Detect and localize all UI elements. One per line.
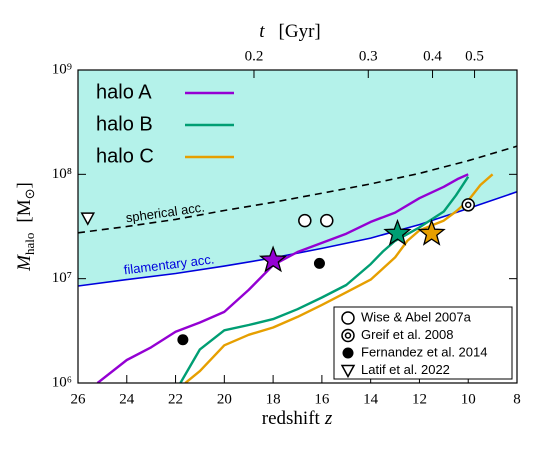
x-axis-label: redshift z [262, 408, 333, 429]
obs-marker [461, 198, 475, 212]
y-axis-unit-sub: ⊙ [22, 188, 37, 199]
obs-marker [342, 347, 354, 359]
x-tick-label: 24 [119, 391, 135, 407]
x2-axis-unit: [Gyr] [279, 21, 321, 42]
legend-label: Greif et al. 2008 [361, 327, 454, 342]
legend-label: Fernandez et al. 2014 [361, 344, 487, 359]
obs-ring [464, 201, 472, 209]
x2-axis-label: t [Gyr] [259, 21, 320, 42]
y-axis-symbol: M [14, 254, 35, 272]
star-marker [258, 245, 288, 273]
halo-line [179, 176, 470, 383]
x2-tick-label: 0.4 [423, 48, 442, 64]
x-tick-label: 18 [266, 391, 281, 407]
x-tick-label: 16 [314, 391, 330, 407]
y-tick-label: 10⁶ [52, 374, 72, 390]
legend-label: Latif et al. 2022 [361, 362, 450, 377]
y-axis-unit: [M [14, 199, 35, 222]
halo-line [96, 173, 469, 383]
obs-marker [80, 212, 96, 226]
x2-axis-symbol: t [259, 21, 265, 42]
obs-ring [344, 332, 352, 339]
legend-label: halo C [96, 145, 154, 167]
x2-tick-label: 0.2 [245, 48, 264, 64]
axes-layer: spherical acc.filamentary acc.26 24 22 20 18… [14, 21, 520, 429]
legend-label: halo B [96, 113, 153, 135]
obs-marker [341, 328, 355, 343]
y-tick-label: 10⁸ [52, 166, 72, 182]
y-tick-label: 10⁷ [52, 270, 72, 286]
obs-ring [461, 198, 475, 212]
y-axis-unit: ] [14, 182, 35, 188]
legend-label: halo A [96, 81, 152, 103]
x2-tick-label: 0.3 [359, 48, 378, 64]
x-tick-label: 14 [363, 391, 379, 407]
obs-marker [341, 311, 355, 325]
x-tick-label: 8 [513, 391, 521, 407]
y-axis-label: Mhalo [M⊙] [14, 182, 37, 272]
x-tick-label: 26 [71, 391, 87, 407]
plot-layer [78, 145, 517, 383]
plot-frame [77, 69, 518, 384]
star-marker [383, 218, 412, 246]
obs-marker [320, 213, 334, 228]
x-axis-symbol: z [324, 408, 333, 429]
x-tick-label: 10 [461, 391, 476, 407]
legend-label: Wise & Abel 2007a [361, 309, 472, 324]
obs-marker [313, 257, 325, 269]
y-axis-subscript: halo [22, 233, 37, 255]
x-axis-text: redshift [262, 408, 321, 429]
obs-ring [341, 328, 355, 343]
halo-line [184, 173, 494, 383]
x2-tick-label: 0.5 [465, 48, 484, 64]
legend-box [333, 306, 513, 380]
obs-marker [298, 213, 312, 228]
y-tick-label: 10⁹ [52, 61, 72, 77]
x-tick-label: 22 [168, 391, 183, 407]
obs-marker [340, 364, 356, 379]
threshold-line [78, 145, 517, 234]
x-tick-label: 12 [412, 391, 427, 407]
x-tick-label: 20 [217, 391, 232, 407]
star-marker [417, 218, 446, 246]
obs-marker [177, 334, 189, 346]
